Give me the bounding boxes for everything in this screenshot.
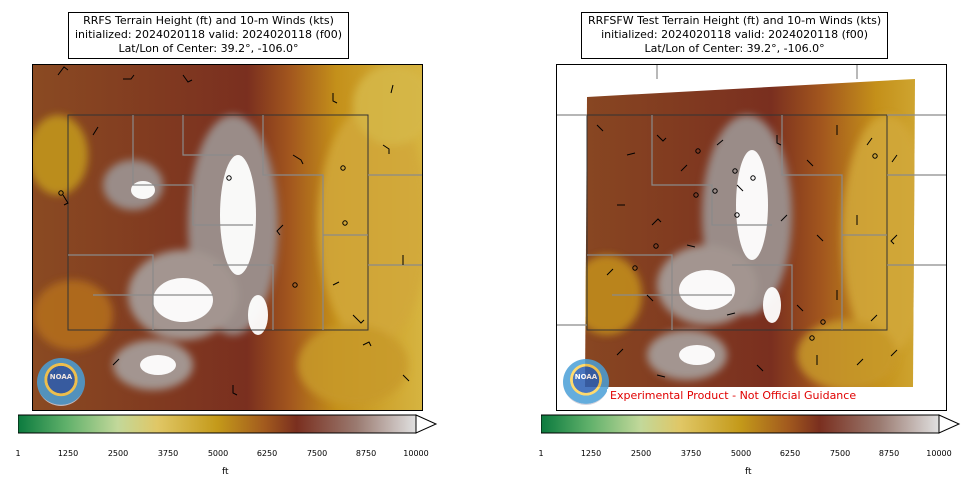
- colorbar-tick: 7500: [306, 449, 328, 458]
- colorbar-tick: 1: [538, 449, 544, 458]
- right-panel: RRFSFW Test Terrain Height (ft) and 10-m…: [487, 0, 974, 495]
- colorbar-tick: 5000: [207, 449, 229, 458]
- title-line-2: initialized: 2024020118 valid: 202402011…: [601, 28, 869, 41]
- experimental-disclaimer: Experimental Product - Not Official Guid…: [607, 389, 860, 403]
- colorbar-tick: 2500: [630, 449, 652, 458]
- colorbar-tick: 3750: [157, 449, 179, 458]
- colorbar-tick: 1250: [580, 449, 602, 458]
- noaa-logo: NOAA: [563, 359, 609, 405]
- colorbar-tick: 3750: [680, 449, 702, 458]
- colorbar-tick: 5000: [730, 449, 752, 458]
- colorbar-tick: 6250: [779, 449, 801, 458]
- colorbar-tick: 6250: [256, 449, 278, 458]
- noaa-logo: NOAA: [37, 358, 85, 406]
- colorbar: 1 1250 2500 3750 5000 6250 7500 8750 100…: [538, 413, 961, 477]
- title-line-2: initialized: 2024020118 valid: 202402011…: [75, 28, 342, 41]
- title-line-3: Lat/Lon of Center: 39.2°, -106.0°: [118, 42, 299, 55]
- colorbar-tick: 10000: [926, 449, 952, 458]
- colorbar-units: ft: [745, 467, 752, 477]
- colorbar-units: ft: [222, 467, 229, 477]
- colorbar-tick: 10000: [403, 449, 429, 458]
- title-line-1: RRFSFW Test Terrain Height (ft) and 10-m…: [588, 14, 882, 27]
- logo-text: NOAA: [574, 373, 598, 381]
- left-panel: RRFS Terrain Height (ft) and 10-m Winds …: [15, 12, 438, 477]
- colorbar: 1 1250 2500 3750 5000 6250 7500 8750 100…: [15, 413, 438, 477]
- logo-text: NOAA: [49, 373, 73, 381]
- colorbar-tick: 7500: [829, 449, 851, 458]
- terrain-map: NOAA Experimental Product - Not Official…: [556, 64, 947, 411]
- panel-title: RRFS Terrain Height (ft) and 10-m Winds …: [68, 12, 349, 59]
- colorbar-tick: 1250: [57, 449, 79, 458]
- colorbar-tick: 1: [15, 449, 21, 458]
- colorbar-tick: 8750: [355, 449, 377, 458]
- colorbar-tick: 2500: [107, 449, 129, 458]
- colorbar-tick: 8750: [878, 449, 900, 458]
- terrain-map: NOAA: [32, 64, 423, 411]
- title-line-3: Lat/Lon of Center: 39.2°, -106.0°: [644, 42, 825, 55]
- panel-title: RRFSFW Test Terrain Height (ft) and 10-m…: [581, 12, 889, 59]
- title-line-1: RRFS Terrain Height (ft) and 10-m Winds …: [83, 14, 334, 27]
